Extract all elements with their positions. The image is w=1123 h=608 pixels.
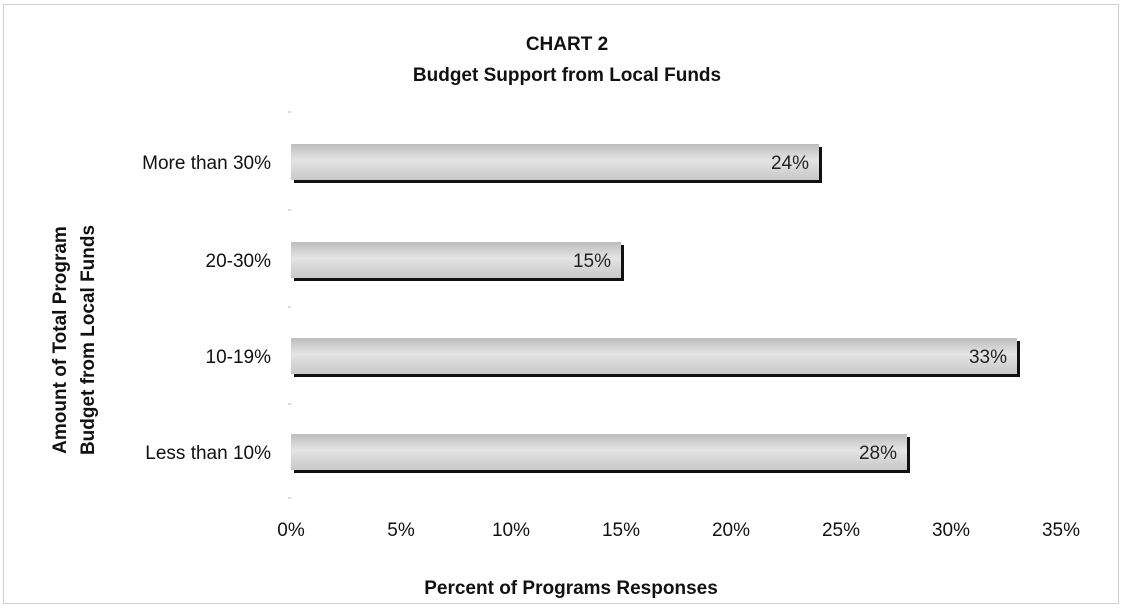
x-tick-label: 15% [602, 520, 640, 541]
x-tick-label: 10% [492, 520, 530, 541]
data-label: 28% [859, 443, 897, 464]
chart-title: CHART 2 [526, 34, 608, 55]
chart-subtitle: Budget Support from Local Funds [413, 65, 721, 86]
data-label: 24% [771, 153, 809, 174]
category-label: Less than 10% [145, 443, 271, 464]
x-axis-title: Percent of Programs Responses [424, 578, 718, 599]
plot-area: 0% 5% 10% 15% 20% 25% 30% 35% More than 30% 24% 20… [142, 111, 1080, 541]
y-axis-title-line-2: Budget from Local Funds [78, 225, 99, 455]
category-label: More than 30% [142, 153, 271, 174]
x-tick-label: 0% [277, 520, 305, 541]
y-axis-title-line-1: Amount of Total Program [50, 226, 71, 454]
data-label: 15% [573, 251, 611, 272]
x-tick-label: 35% [1042, 520, 1080, 541]
category-label: 20-30% [206, 251, 272, 272]
bar [291, 434, 907, 470]
bar [291, 242, 621, 278]
bar [291, 338, 1017, 374]
x-tick-label: 5% [387, 520, 415, 541]
category-label: 10-19% [206, 347, 272, 368]
chart-frame [3, 4, 1119, 604]
bar [291, 144, 819, 180]
x-tick-label: 20% [712, 520, 750, 541]
data-label: 33% [969, 347, 1007, 368]
x-tick-label: 25% [822, 520, 860, 541]
x-tick-label: 30% [932, 520, 970, 541]
